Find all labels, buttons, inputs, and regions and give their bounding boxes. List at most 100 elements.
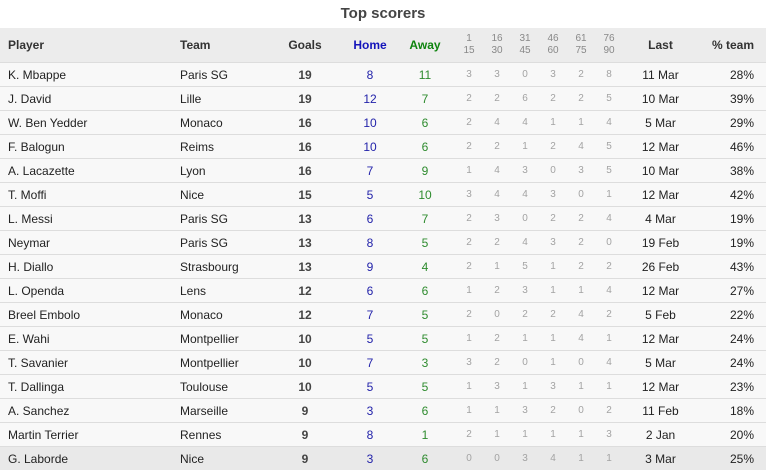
minutes-16-30-value: 2 — [494, 93, 500, 104]
pct-of-team-goals: 18% — [729, 403, 754, 418]
minutes-76-90-value: 1 — [606, 333, 612, 344]
away-goals-value: 5 — [421, 235, 429, 250]
player-name: A. Lacazette — [8, 163, 75, 178]
minutes-16-30-value: 0 — [494, 309, 500, 320]
minute-band-from: 1 — [466, 33, 472, 44]
team-name: Lens — [180, 283, 207, 298]
minutes-46-60-value: 3 — [550, 381, 556, 392]
team-name: Monaco — [180, 115, 223, 130]
minutes-61-75-value: 1 — [578, 285, 584, 296]
player-name: T. Dallinga — [8, 379, 65, 394]
minutes-61-75-value: 4 — [578, 309, 584, 320]
pct-of-team-goals: 20% — [729, 427, 754, 442]
minutes-16-30-value: 2 — [494, 357, 500, 368]
table-row: G. Laborde Nice 9 3 6 0 0 3 4 1 1 3 Mar 25% — [0, 446, 766, 470]
home-goals-value: 7 — [366, 163, 374, 178]
away-goals-value: 7 — [421, 91, 429, 106]
pct-of-team-goals: 25% — [729, 451, 754, 466]
home-goals-value: 5 — [366, 187, 374, 202]
minutes-16-30-value: 0 — [494, 453, 500, 464]
team-name: Paris SG — [180, 235, 229, 250]
minutes-1-15-value: 2 — [466, 261, 472, 272]
last-goal-date: 19 Feb — [641, 235, 680, 250]
team-name: Nice — [180, 187, 205, 202]
minutes-61-75-value: 2 — [578, 213, 584, 224]
home-goals-value: 3 — [366, 451, 374, 466]
minutes-1-15-value: 2 — [466, 141, 472, 152]
minute-band-to: 15 — [463, 45, 475, 56]
table-row: F. Balogun Reims 16 10 6 2 2 1 2 4 5 12 Mar 46% — [0, 134, 766, 158]
table-row: Breel Embolo Monaco 12 7 5 2 0 2 2 4 2 5 Feb 22% — [0, 302, 766, 326]
minutes-1-15-value: 1 — [466, 381, 472, 392]
minutes-76-90-value: 8 — [606, 69, 612, 80]
minutes-61-75-value: 4 — [578, 141, 584, 152]
goals-value: 19 — [298, 91, 312, 106]
team-name: Montpellier — [180, 355, 239, 370]
away-goals-value: 10 — [418, 187, 432, 202]
away-goals-value: 1 — [421, 427, 429, 442]
pct-of-team-goals: 19% — [729, 211, 754, 226]
minutes-76-90-value: 5 — [606, 141, 612, 152]
minutes-31-45-value: 3 — [522, 285, 528, 296]
column-header-minutes-76-90: 76 90 — [595, 33, 623, 57]
minutes-31-45-value: 1 — [522, 141, 528, 152]
minutes-46-60-value: 2 — [550, 405, 556, 416]
team-name: Montpellier — [180, 331, 239, 346]
minute-band-from: 31 — [519, 33, 531, 44]
player-name: F. Balogun — [8, 139, 65, 154]
minutes-31-45-value: 4 — [522, 237, 528, 248]
last-goal-date: 12 Mar — [641, 187, 680, 202]
pct-of-team-goals: 28% — [729, 67, 754, 82]
minutes-46-60-value: 1 — [550, 285, 556, 296]
player-name: K. Mbappe — [8, 67, 67, 82]
minute-band-to: 45 — [519, 45, 531, 56]
minutes-16-30-value: 4 — [494, 117, 500, 128]
page-title: Top scorers — [0, 0, 766, 28]
minutes-31-45-value: 1 — [522, 429, 528, 440]
goals-value: 16 — [298, 115, 312, 130]
table-row: W. Ben Yedder Monaco 16 10 6 2 4 4 1 1 4 5 Mar 29% — [0, 110, 766, 134]
minutes-76-90-value: 1 — [606, 381, 612, 392]
last-goal-date: 3 Mar — [645, 451, 676, 466]
column-header-minutes-61-75: 61 75 — [567, 33, 595, 57]
last-goal-date: 5 Mar — [645, 355, 676, 370]
minutes-31-45-value: 6 — [522, 93, 528, 104]
away-goals-value: 4 — [421, 259, 429, 274]
minutes-31-45-value: 3 — [522, 453, 528, 464]
player-name: T. Moffi — [8, 187, 47, 202]
team-name: Toulouse — [180, 379, 229, 394]
minute-band-to: 60 — [547, 45, 559, 56]
minutes-61-75-value: 3 — [578, 165, 584, 176]
minutes-16-30-value: 2 — [494, 237, 500, 248]
minutes-76-90-value: 1 — [606, 189, 612, 200]
minutes-1-15-value: 2 — [466, 117, 472, 128]
minutes-1-15-value: 3 — [466, 69, 472, 80]
minutes-31-45-value: 0 — [522, 69, 528, 80]
minutes-61-75-value: 1 — [578, 453, 584, 464]
last-goal-date: 26 Feb — [641, 259, 680, 274]
minutes-1-15-value: 2 — [466, 309, 472, 320]
goals-value: 9 — [301, 427, 309, 442]
goals-value: 10 — [298, 355, 312, 370]
minutes-46-60-value: 0 — [550, 165, 556, 176]
last-goal-date: 11 Feb — [642, 403, 679, 418]
table-body: K. Mbappe Paris SG 19 8 11 3 3 0 3 2 8 11 Mar 28% J. … — [0, 62, 766, 470]
pct-of-team-goals: 39% — [729, 91, 754, 106]
minutes-61-75-value: 0 — [578, 405, 584, 416]
table-row: T. Savanier Montpellier 10 7 3 3 2 0 1 0 4 5 Mar 24% — [0, 350, 766, 374]
home-goals-value: 12 — [363, 91, 377, 106]
team-name: Paris SG — [180, 211, 229, 226]
minutes-61-75-value: 2 — [578, 69, 584, 80]
team-name: Lille — [180, 91, 202, 106]
away-goals-value: 7 — [421, 211, 429, 226]
last-goal-date: 11 Mar — [642, 67, 679, 82]
table-row: L. Messi Paris SG 13 6 7 2 3 0 2 2 4 4 Mar 19% — [0, 206, 766, 230]
home-goals-value: 10 — [363, 139, 377, 154]
player-name: H. Diallo — [8, 259, 54, 274]
player-name: E. Wahi — [8, 331, 50, 346]
minutes-46-60-value: 3 — [550, 69, 556, 80]
minutes-46-60-value: 2 — [550, 93, 556, 104]
column-header-pct-team: % team — [711, 38, 754, 52]
minutes-16-30-value: 2 — [494, 333, 500, 344]
column-header-last: Last — [648, 38, 673, 52]
